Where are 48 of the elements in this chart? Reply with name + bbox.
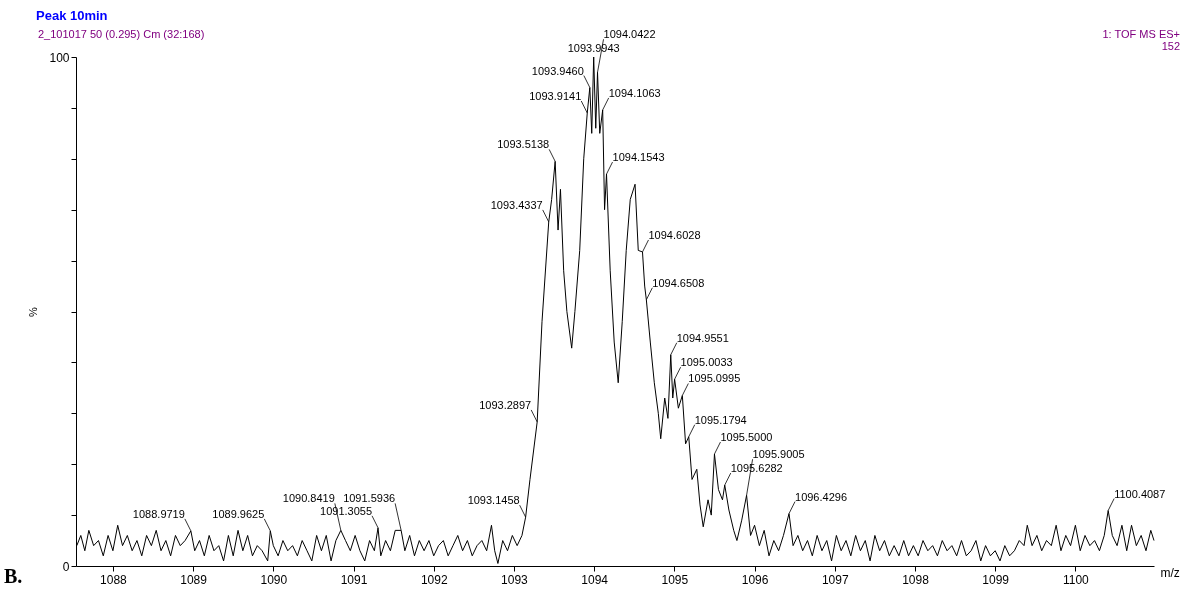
y-tick-label: 100 [49,50,70,65]
annotation: 1094.6028 [648,228,701,241]
text: B. [4,565,23,587]
text: 152 [1161,40,1180,52]
x-axis-title: m/z [1160,565,1180,580]
annotation: 1093.5138 [497,138,550,151]
annotation: 1091.3055 [320,504,373,517]
annotation: 1096.4296 [795,490,848,503]
annotation: 1094.0422 [603,28,656,41]
annotation: 1094.9551 [676,331,729,344]
annotation: 1088.9719 [132,507,185,520]
annotation: 1094.6508 [652,276,705,289]
annotation: 1093.2897 [479,398,532,411]
x-tick-label: 1088 [100,572,128,587]
x-tick-label: 1097 [821,572,849,587]
annotation: 1095.0995 [688,372,741,385]
annotation: 1091.5936 [343,492,396,505]
annotation: 1094.1063 [608,86,661,99]
x-tick-label: 1089 [180,572,208,587]
annotation: 1093.9943 [567,42,620,54]
annotation: 1095.5000 [720,431,773,444]
annotation: 1090.8419 [282,492,335,505]
x-tick-label: 1096 [741,572,769,587]
chart-title: Peak 10min [36,8,108,23]
x-tick-label: 1098 [902,572,930,587]
annotation: 1095.0033 [680,356,733,369]
x-tick-label: 1092 [420,572,448,587]
annotation: 1094.1543 [612,151,665,164]
x-tick-label: 1090 [260,572,288,587]
annotation: 1089.9625 [212,507,265,520]
annotation: 1093.1458 [467,494,520,507]
annotation: 1093.4337 [490,198,543,211]
text: 1: TOF MS ES+ [1102,28,1180,40]
annotation: 1095.1794 [694,413,747,426]
x-tick-label: 1094 [581,572,609,587]
y-tick-label: 0 [62,559,70,574]
x-tick-label: 1095 [661,572,689,587]
chart-subtitle: 2_101017 50 (0.295) Cm (32:168) [38,28,205,40]
annotation: 1095.9005 [752,448,805,461]
x-tick-label: 1100 [1062,572,1090,587]
annotation: 1093.9460 [531,64,584,77]
x-tick-label: 1093 [501,572,529,587]
annotation: 1095.6282 [730,462,783,475]
x-tick-label: 1099 [982,572,1010,587]
y-axis-title: % [27,306,40,317]
annotation: 1093.9141 [529,89,582,102]
annotation: 1100.4087 [1114,487,1166,500]
x-tick-label: 1091 [340,572,368,587]
